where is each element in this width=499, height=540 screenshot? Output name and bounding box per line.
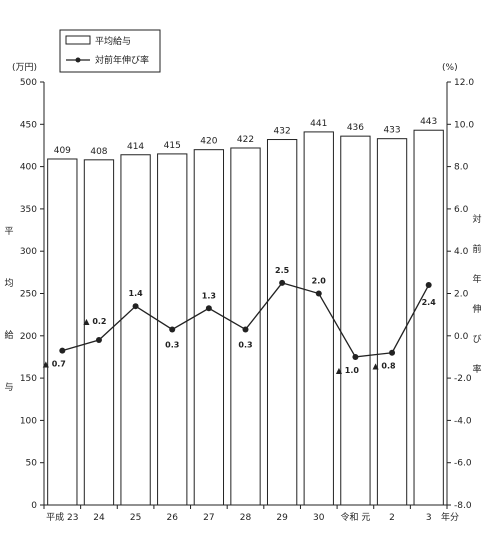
growth-rate-point [205,305,212,312]
growth-rate-point [352,353,359,360]
left-tick-label: 200 [20,332,37,342]
bar [193,149,225,506]
left-axis-title-char: 均 [4,277,13,289]
growth-rate-label: 0.3 [165,340,179,349]
right-tick-label: -2.0 [454,374,472,384]
legend-bar-swatch [65,35,91,45]
left-axis-title-char: 与 [4,382,13,393]
x-tick-label: 26 [167,513,179,523]
growth-rate-point [132,303,139,310]
x-tick-label: 28 [240,513,252,523]
right-tick-label: 4.0 [454,247,469,257]
bar-value-label: 433 [383,126,400,136]
left-tick-label: 100 [20,416,37,426]
bar-value-label: 436 [347,123,364,133]
left-tick-label: 500 [20,78,37,88]
plot-area: 0 50 100 150 200 250 300 350 400 450 500 -8.0 -6.0 -4… [4,78,481,523]
legend-line-marker [75,57,81,63]
right-tick-label: -6.0 [454,459,472,469]
left-tick-label: 150 [20,374,37,384]
bar-value-label: 409 [54,146,71,156]
left-tick-label: 250 [20,290,37,300]
right-tick-label: 8.0 [454,163,469,173]
x-tick-label: 令和 元 [340,511,370,523]
left-tick-label: 50 [26,459,38,469]
bar [120,154,151,506]
right-axis-title-char: 率 [472,363,481,375]
growth-rate-label: ▲ 1.0 [336,366,360,375]
right-tick-label: -8.0 [454,501,472,511]
bar-value-label: 432 [274,127,291,137]
legend: 平均給与 対前年伸び率 [59,29,161,73]
left-tick-label: 350 [20,205,37,215]
left-axis-title-char: 平 [4,226,13,237]
x-tick-label: 3 [426,513,432,523]
bar-value-label: 422 [237,135,254,145]
bar [303,131,334,506]
right-tick-label: -4.0 [454,416,472,426]
bar-value-label: 408 [90,147,107,157]
right-axis-title-char: 伸 [472,303,481,315]
x-tick-label: 25 [130,513,141,523]
left-tick-label: 300 [20,247,37,257]
x-tick-label: 27 [203,513,214,523]
right-axis-title-char: 年 [472,273,481,285]
bar-value-label: 441 [310,119,327,129]
x-tick-label: 24 [93,513,105,523]
bar [413,129,444,506]
growth-rate-label: 0.3 [238,340,252,349]
growth-rate-point [169,326,176,333]
growth-rate-point [425,282,432,289]
right-tick-label: 12.0 [454,78,474,88]
growth-rate-point [315,290,322,297]
bar [83,159,115,506]
growth-rate-point [59,347,66,354]
right-tick-label: 0.0 [454,332,469,342]
right-tick-label: 10.0 [454,120,474,130]
growth-rate-point [389,349,396,356]
bar [340,135,371,506]
right-tick-label: 6.0 [454,205,469,215]
growth-rate-label: ▲ 0.2 [83,317,106,326]
growth-rate-label: ▲ 0.8 [372,362,396,371]
right-axis-title-char: び [472,334,481,345]
growth-rate-label: 1.4 [129,289,144,298]
bar [47,158,78,506]
left-tick-label: 0 [31,501,37,511]
growth-rate-label: 1.3 [202,291,216,300]
bar-value-label: 414 [127,142,144,152]
x-axis-suffix: 年分 [441,511,459,523]
growth-rate-label: 2.5 [275,266,290,275]
x-tick-label: 2 [389,513,395,523]
left-tick-label: 450 [20,120,37,130]
left-axis-title-char: 給 [4,329,13,341]
bar-value-label: 443 [420,117,437,127]
growth-rate-point [242,326,249,333]
left-unit-label: (万円) [12,62,37,73]
right-axis-title-char: 前 [472,243,481,255]
right-tick-label: 2.0 [454,290,469,300]
growth-rate-label: 2.0 [312,277,327,286]
bar [266,139,298,506]
bar-value-label: 415 [164,141,181,151]
growth-rate-label: 2.4 [422,298,437,307]
right-unit-label: (%) [442,63,458,73]
left-tick-label: 400 [20,163,37,173]
growth-rate-point [279,279,286,286]
x-tick-label: 29 [276,513,288,523]
growth-rate-point [95,337,102,344]
bar-value-label: 420 [200,137,217,147]
right-axis-title-char: 対 [472,213,481,225]
bar [376,138,408,506]
x-tick-label: 平成 23 [46,511,78,523]
legend-bar-label: 平均給与 [95,35,131,47]
growth-rate-label: ▲ 0.7 [43,360,66,369]
legend-line-label: 対前年伸び率 [95,54,149,66]
x-tick-label: 30 [313,513,325,523]
